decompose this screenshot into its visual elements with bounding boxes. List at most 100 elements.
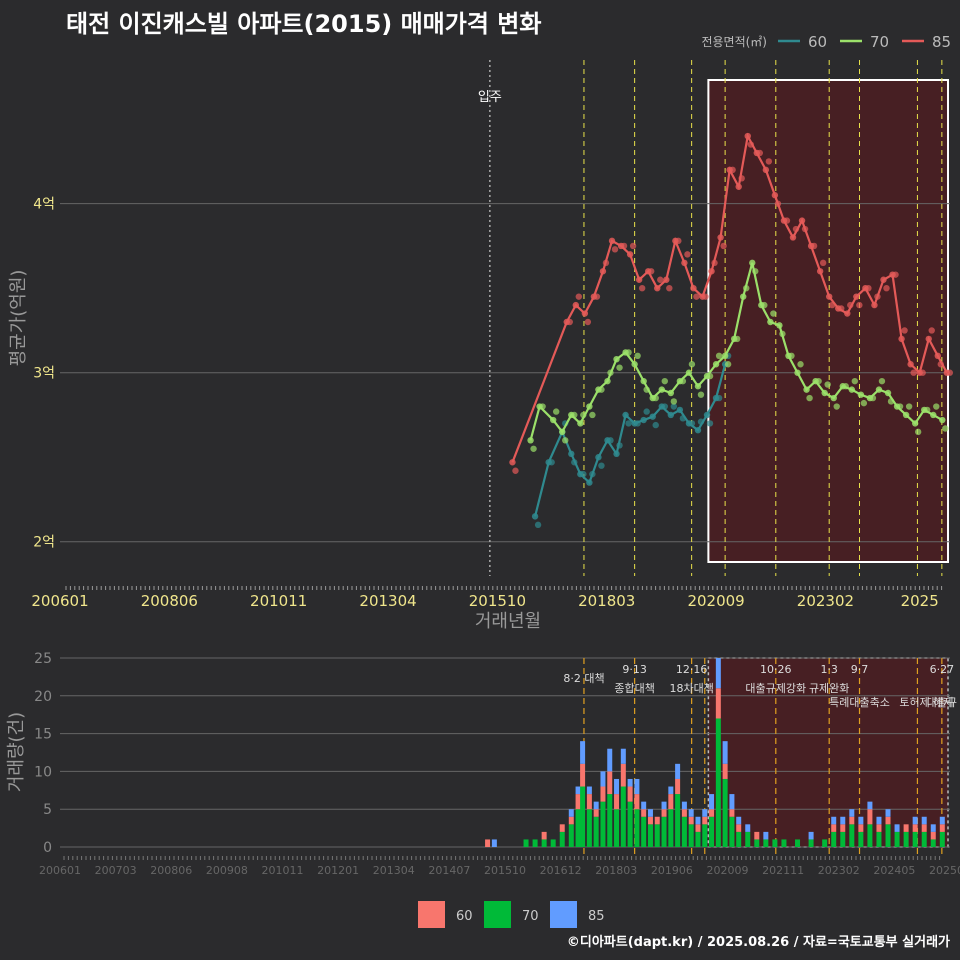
bar-70-33 — [745, 831, 751, 847]
y-tick-label-5: 25 — [34, 651, 52, 667]
point-70-40-b — [896, 403, 904, 410]
bar-70-25 — [688, 824, 694, 847]
point-60-10-b — [634, 420, 641, 427]
point-85-11 — [654, 284, 661, 292]
point-85-18-b — [720, 242, 727, 250]
bar-60-44 — [858, 824, 864, 832]
bar-85-19 — [647, 809, 653, 817]
bar-60-28 — [709, 809, 715, 817]
point-85-33-b — [856, 301, 863, 309]
point-85-1-b — [566, 318, 573, 326]
bar-85-16 — [627, 778, 633, 787]
bar-70-10 — [586, 809, 592, 847]
bar-70-40 — [822, 839, 828, 847]
point-85-5-b — [602, 259, 610, 267]
bar-70-35 — [763, 839, 769, 847]
bar-85-30 — [722, 741, 728, 764]
point-70-9 — [613, 355, 620, 363]
point-85-43-b — [946, 369, 954, 376]
highlight-frame — [707, 79, 949, 563]
bar-70-39 — [808, 839, 814, 847]
bar-60-50 — [912, 824, 918, 832]
point-85-27-b — [801, 225, 809, 233]
annotation-label-3: 대출규제강화 — [745, 682, 806, 695]
bar-70-30 — [722, 778, 728, 847]
point-70-32 — [821, 389, 828, 397]
bar-60-17 — [634, 794, 640, 810]
bar-60-4 — [541, 831, 547, 840]
point-70-33-b — [833, 403, 840, 410]
bar-70-8 — [575, 809, 581, 847]
point-85-36 — [880, 276, 887, 283]
bar-85-32 — [736, 816, 742, 825]
point-85-24-b — [774, 200, 782, 207]
point-70-25-b — [761, 301, 768, 309]
point-70-1-b — [539, 403, 546, 410]
bar-70-49 — [903, 831, 909, 847]
x-tick-label-3: 200908 — [206, 864, 248, 877]
point-85-17 — [708, 268, 715, 275]
bar-70-3 — [532, 839, 538, 847]
series-line-70 — [529, 262, 943, 441]
point-85-15-b — [693, 293, 700, 300]
x-tick-label-8: 201510 — [484, 864, 526, 877]
point-85-29-b — [819, 259, 827, 267]
point-70-45-b — [942, 425, 949, 432]
point-85-29 — [816, 268, 824, 275]
bar-70-32 — [736, 831, 742, 847]
bar-70-14 — [614, 809, 620, 847]
bar-70-15 — [620, 786, 626, 847]
point-70-44 — [930, 411, 937, 419]
point-70-29 — [794, 369, 801, 376]
bar-60-0 — [485, 839, 491, 847]
bar-70-5 — [550, 839, 556, 847]
annotation-date-4: 1·3 — [820, 663, 838, 676]
point-70-28-b — [788, 352, 795, 360]
bar-70-34 — [754, 839, 760, 847]
bar-60-43 — [849, 816, 855, 825]
y-tick-label-4: 20 — [34, 689, 52, 705]
bar-85-53 — [939, 816, 945, 825]
point-70-0-b — [530, 445, 537, 452]
bar-70-50 — [912, 831, 918, 847]
point-70-32-b — [824, 381, 831, 388]
bar-70-20 — [654, 824, 660, 847]
bar-85-9 — [580, 741, 586, 764]
point-85-3-b — [584, 318, 592, 326]
x-tick-label-9: 201612 — [540, 864, 582, 877]
highlight-period — [708, 658, 948, 847]
x-tick-label-6: 202009 — [687, 592, 744, 610]
legend-swatch-60 — [418, 901, 445, 928]
bar-60-53 — [939, 824, 945, 832]
point-85-8-b — [629, 242, 637, 250]
point-85-20-b — [738, 175, 745, 182]
point-70-42-b — [914, 428, 922, 436]
bar-70-45 — [867, 824, 873, 847]
point-85-30 — [825, 293, 833, 300]
bar-60-27 — [702, 816, 708, 825]
bar-60-51 — [921, 824, 927, 832]
point-70-11 — [631, 361, 638, 368]
point-60-5-b — [589, 470, 596, 478]
bar-60-22 — [668, 794, 674, 810]
bar-85-47 — [885, 809, 891, 817]
point-85-20 — [735, 183, 742, 190]
bar-60-12 — [600, 786, 606, 802]
y-tick-label-2: 10 — [34, 764, 52, 780]
point-70-2-b — [552, 408, 560, 415]
bar-70-43 — [849, 824, 855, 847]
point-85-23-b — [765, 158, 773, 165]
point-70-27 — [776, 322, 783, 329]
bar-60-18 — [641, 809, 647, 817]
point-85-36-b — [883, 284, 890, 292]
bar-60-9 — [580, 763, 586, 787]
annotation-date-1: 9·13 — [622, 663, 647, 676]
bar-60-14 — [614, 794, 620, 810]
x-tick-label-11: 201906 — [651, 864, 693, 877]
point-85-28-b — [810, 242, 818, 250]
point-70-6 — [586, 403, 593, 410]
point-70-34-b — [842, 383, 849, 390]
point-70-12-b — [643, 386, 650, 393]
bar-70-29 — [715, 718, 721, 847]
point-70-2 — [549, 416, 557, 424]
